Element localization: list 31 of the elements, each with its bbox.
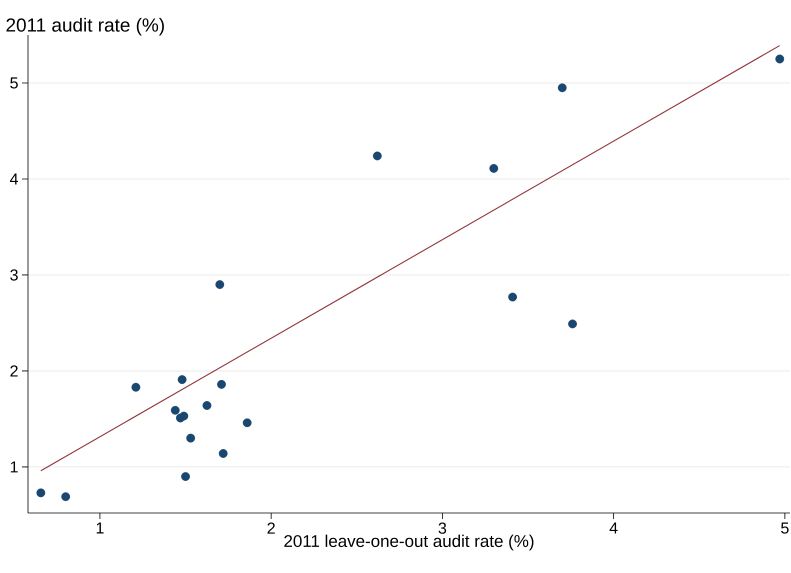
point [181,472,190,481]
y-tick-label: 4 [10,173,18,184]
point [558,83,567,92]
point [242,418,252,428]
x-tick-label: 3 [438,522,446,534]
point [568,320,577,328]
x-axis-title: 2011 leave-one-out audit rate (%) [284,534,534,550]
point [215,280,224,289]
point [202,401,212,410]
point [186,434,196,443]
x-tick-label: 4 [610,522,618,534]
x-tick-label: 5 [781,522,789,534]
y-tick-label: 2 [10,365,18,377]
x-tick-label: 1 [96,522,104,534]
y-tick-label: 1 [10,461,18,472]
point [170,406,180,415]
x-tick-label: 2 [268,522,275,534]
point [131,382,140,392]
y-tick-label: 3 [10,269,18,281]
point [178,375,187,384]
y-tick-label: 5 [10,77,18,89]
point [508,292,518,302]
point [179,412,188,420]
point [372,152,382,160]
point [489,164,498,173]
point [218,449,228,458]
y-axis-title: 2011 audit rate (%) [6,18,164,36]
point [36,488,46,498]
point [775,54,784,64]
point [61,492,70,502]
point [217,380,226,389]
